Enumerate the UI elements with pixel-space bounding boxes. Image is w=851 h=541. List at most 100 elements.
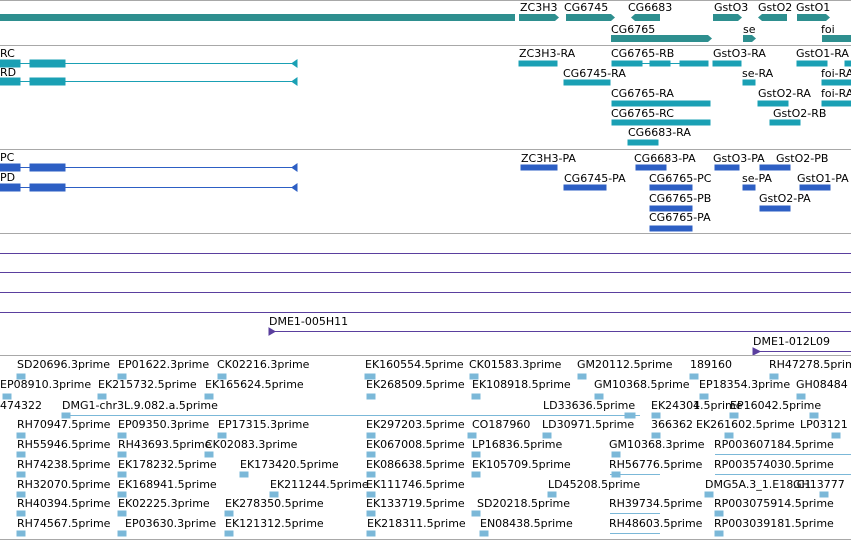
est-label[interactable]: LD33636.5prime [543,399,636,412]
est-label[interactable]: EP17315.3prime [218,418,310,431]
gene-glyph[interactable] [611,35,712,42]
gene-label[interactable]: CG6683 [628,1,673,14]
gene-glyph[interactable] [566,14,615,21]
est-label[interactable]: EK02225.3prime [118,497,210,510]
est-label[interactable]: EP16042.5prime [730,399,822,412]
transcript-label[interactable]: CG6765-RB [611,47,675,60]
protein-label[interactable]: ZC3H3-PA [521,152,576,165]
est-label[interactable]: EP08910.3prime [0,378,92,391]
est-label[interactable]: RH40394.5prime [17,497,111,510]
est-label[interactable]: SD20218.5prime [477,497,570,510]
protein-label[interactable]: GstO2-PA [759,192,811,205]
gene-label[interactable]: GstO2 [758,1,793,14]
est-label[interactable]: EN08438.5prime [480,517,573,530]
transcript-label[interactable]: RC [0,47,15,60]
est-label[interactable]: RH32070.5prime [17,478,111,491]
est-label[interactable]: CK01583.3prime [469,358,562,371]
est-label[interactable]: RH43693.5prime [118,438,212,451]
est-label[interactable]: CK02216.3prime [217,358,310,371]
est-label[interactable]: EK215732.5prime [98,378,197,391]
est-label[interactable]: RP003039181.5prime [714,517,834,530]
est-label[interactable]: LD45208.5prime [548,478,641,491]
gene-label[interactable]: CG6765 [611,23,656,36]
est-label[interactable]: RH70947.5prime [17,418,111,431]
est-label[interactable]: EK168941.5prime [118,478,217,491]
est-label[interactable]: EK278350.5prime [225,497,324,510]
est-label[interactable]: EP01622.3prime [118,358,210,371]
est-label[interactable]: EK111746.5prime [366,478,465,491]
est-label[interactable]: RH55946.5prime [17,438,111,451]
est-label[interactable]: GH08484 [796,378,848,391]
transcript-glyph[interactable] [518,60,558,67]
transcript-glyph[interactable] [712,60,742,67]
gene-glyph[interactable] [822,35,851,42]
est-label[interactable]: EK121312.5prime [225,517,324,530]
protein-label[interactable]: PC [0,151,15,164]
transcript-glyph[interactable] [563,79,611,86]
transcript-label[interactable]: GstO2-RA [758,87,811,100]
est-label[interactable]: EK067008.5prime [366,438,465,451]
transcript-glyph[interactable] [611,119,711,126]
protein-label[interactable]: PD [0,171,16,184]
protein-label[interactable]: GstO3-PA [713,152,765,165]
protein-glyph[interactable] [649,205,693,212]
est-label[interactable]: LD30971.5prime [542,418,635,431]
est-label[interactable]: DMG5A.3_1.E18.C1 [705,478,812,491]
transcript-label[interactable]: RD [0,66,17,79]
clone-label[interactable]: DME1-012L09 [753,335,830,348]
est-label[interactable]: DMG1-chr3L.9.082.a.5prime [62,399,218,412]
est-label[interactable]: GM20112.5prime [577,358,673,371]
gene-label[interactable]: CG6745 [564,1,609,14]
transcript-label[interactable]: GstO3-RA [713,47,766,60]
protein-glyph[interactable] [759,205,791,212]
est-label[interactable]: EP09350.3prime [118,418,210,431]
est-label[interactable]: RP003574030.5prime [714,458,834,471]
transcript-label[interactable]: foi-RA [821,67,851,80]
est-label[interactable]: CK02083.3prime [205,438,298,451]
est-label[interactable]: EK24301 [651,399,701,412]
protein-glyph[interactable] [520,164,558,171]
est-label[interactable]: RP003075914.5prime [714,497,834,510]
gene-glyph[interactable] [758,14,787,21]
protein-glyph[interactable] [635,164,667,171]
est-label[interactable]: EK133719.5prime [366,497,465,510]
est-label[interactable]: LP16836.5prime [472,438,563,451]
est-label[interactable]: EK261602.5prime [696,418,795,431]
transcript-label[interactable]: CG6765-RC [611,107,674,120]
est-label[interactable]: 474322 [0,399,42,412]
transcript-glyph[interactable] [757,100,789,107]
transcript-glyph[interactable] [742,79,756,86]
est-label[interactable]: RH39734.5prime [609,497,703,510]
est-label[interactable]: EK211244.5prime [270,478,369,491]
clone-label[interactable]: DME1-005H11 [269,315,349,328]
est-label[interactable]: RH74238.5prime [17,458,111,471]
transcript-label[interactable]: foi-RA [821,87,851,100]
est-label[interactable]: 189160 [690,358,732,371]
gene-glyph[interactable] [743,35,756,42]
gene-glyph[interactable] [713,14,742,21]
protein-glyph[interactable] [799,184,831,191]
protein-glyph[interactable] [649,225,693,232]
est-label[interactable]: 366362 [651,418,693,431]
gene-label[interactable]: GstO1 [796,1,831,14]
est-label[interactable]: GH13777 [793,478,845,491]
est-label[interactable]: RH47278.5prime [769,358,851,371]
est-label[interactable]: EP03630.3prime [125,517,217,530]
est-label[interactable]: EK173420.5prime [240,458,339,471]
est-label[interactable]: EK160554.5prime [365,358,464,371]
est-label[interactable]: EK108918.5prime [472,378,571,391]
gene-label[interactable]: GstO3 [714,1,749,14]
gene-label[interactable]: ZC3H3 [520,1,558,14]
protein-glyph[interactable] [742,184,756,191]
gene-label[interactable]: se [743,23,756,36]
est-label[interactable]: RH56776.5prime [609,458,703,471]
est-label[interactable]: EK105709.5prime [472,458,571,471]
est-label[interactable]: EK218311.5prime [367,517,466,530]
protein-glyph[interactable] [649,184,693,191]
est-label[interactable]: EK297203.5prime [366,418,465,431]
transcript-glyph[interactable] [769,119,801,126]
protein-label[interactable]: GstO1-PA [797,172,849,185]
gene-glyph[interactable] [0,14,515,21]
est-label[interactable]: SD20696.3prime [17,358,110,371]
